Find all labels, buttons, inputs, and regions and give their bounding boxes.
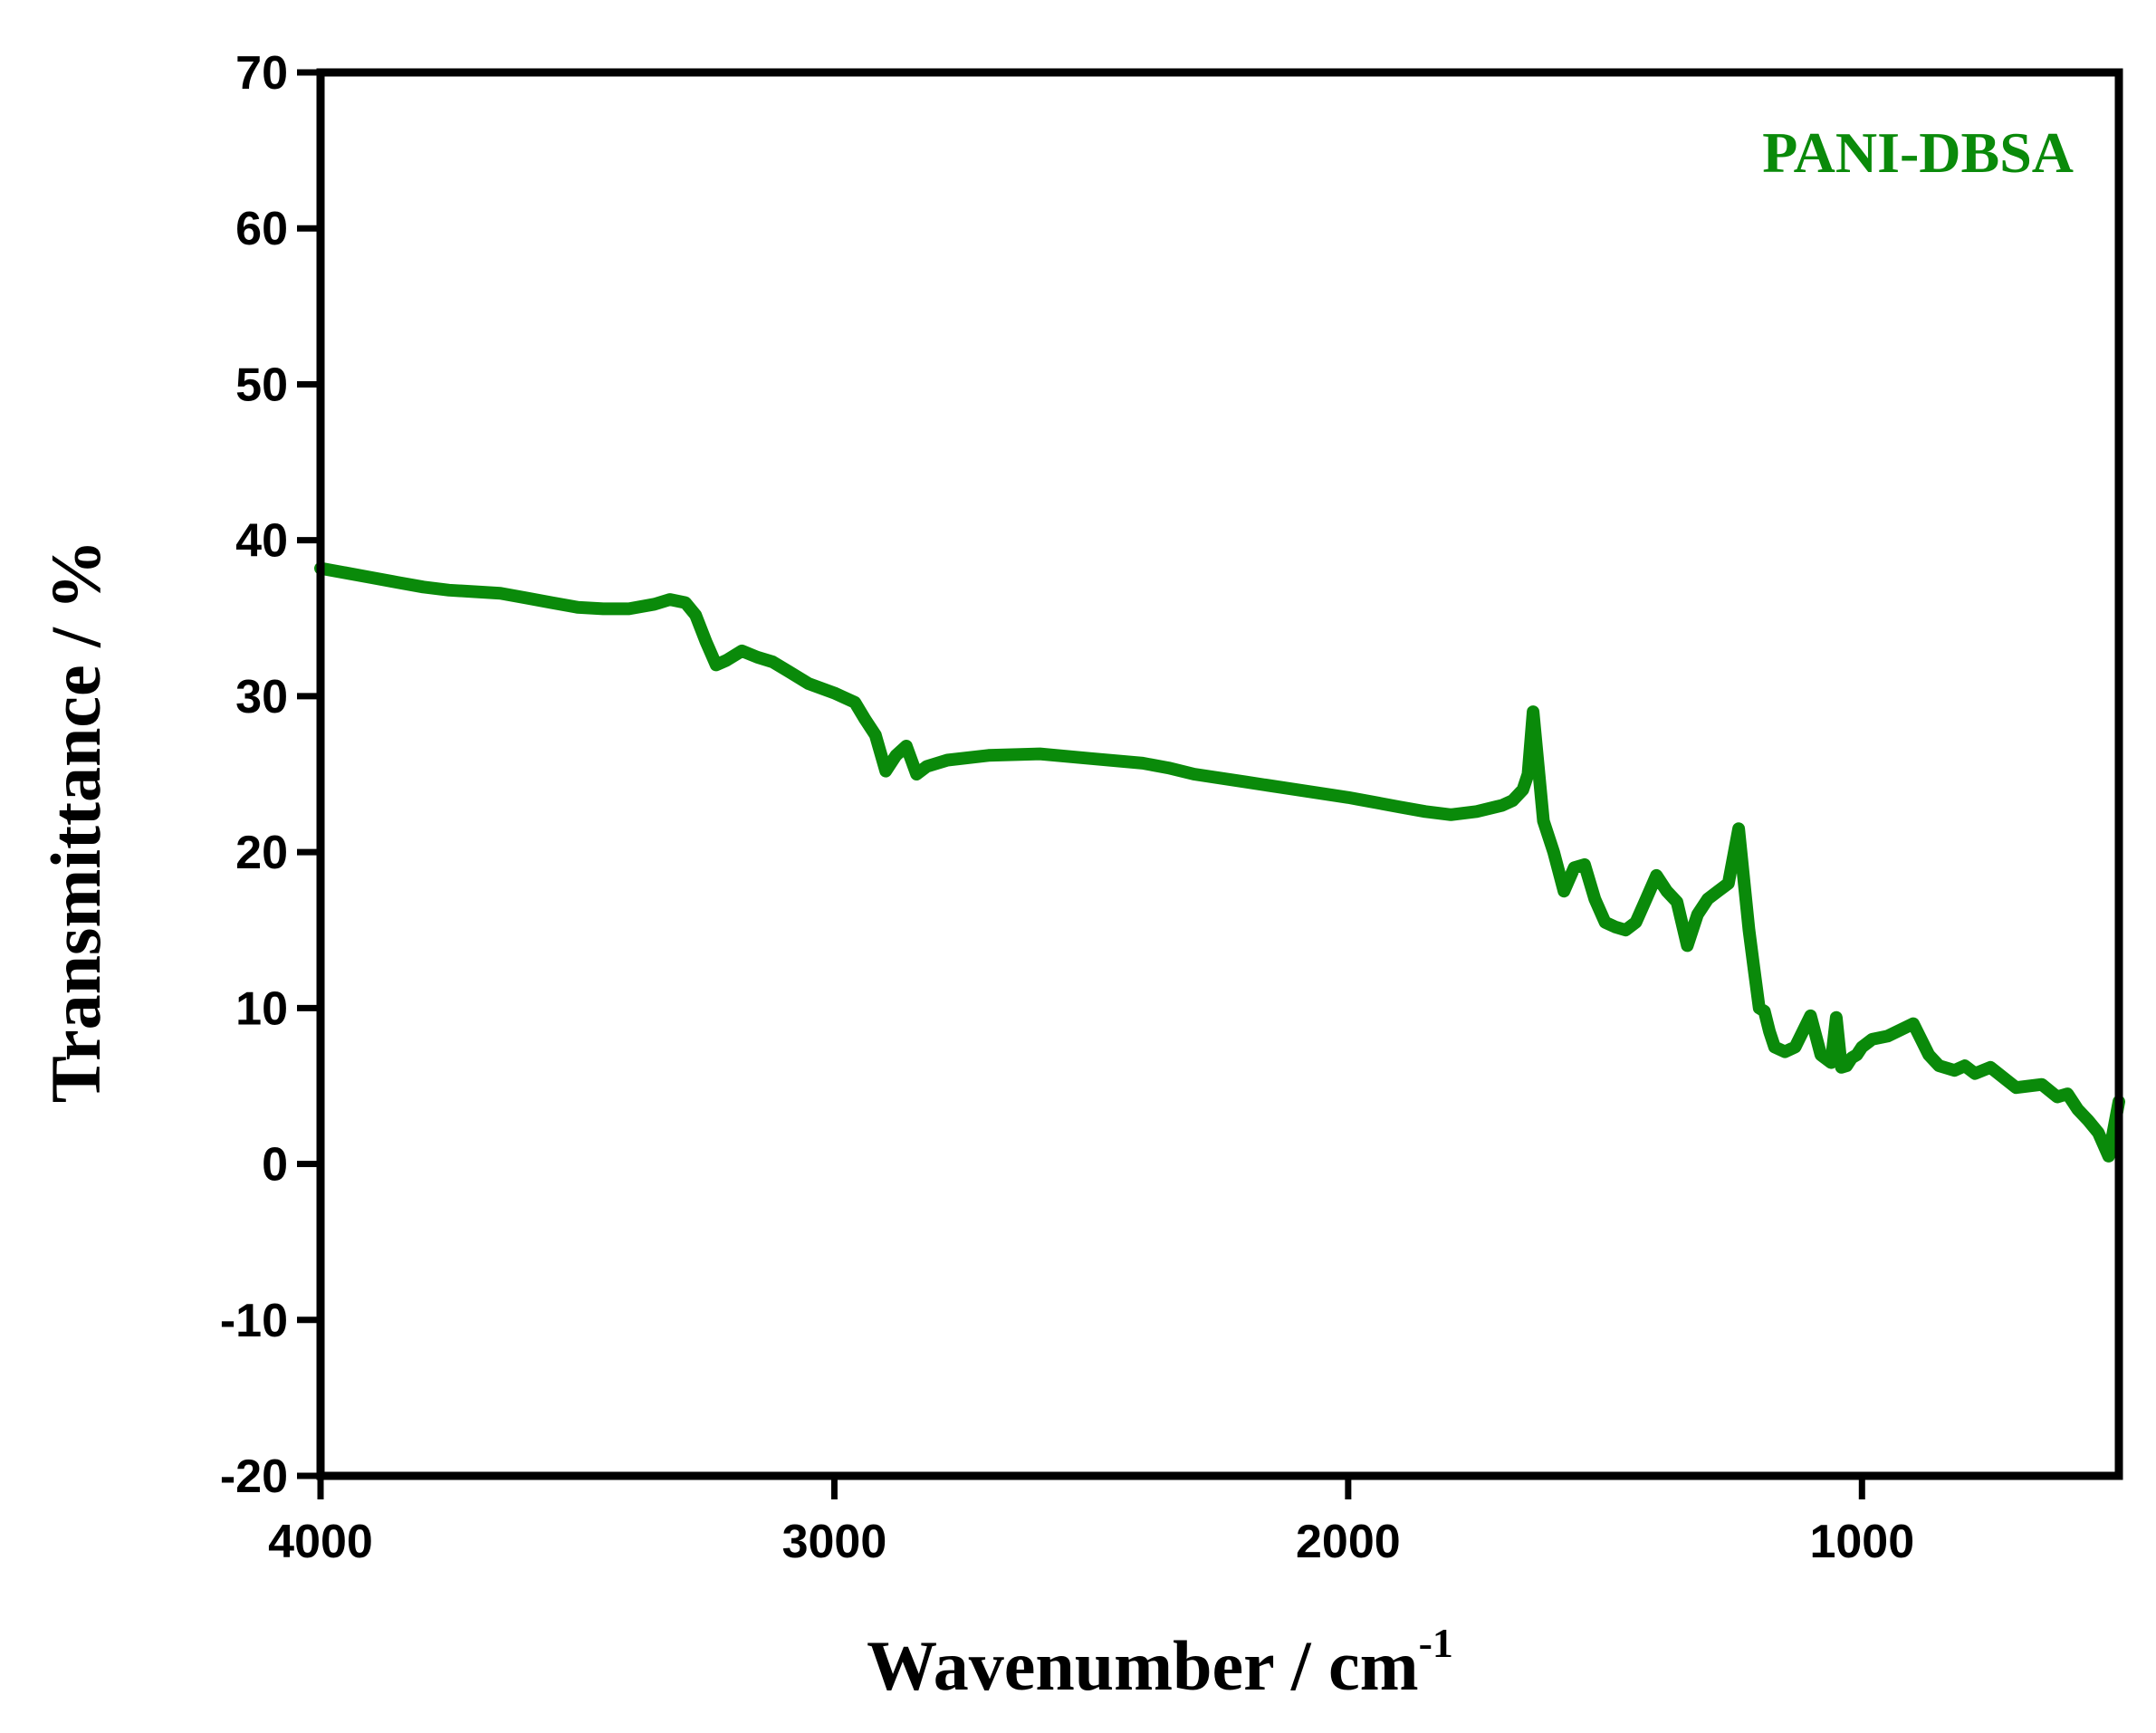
y-tick-label: 20 <box>235 827 288 879</box>
y-tick-label: 10 <box>235 982 288 1035</box>
plot-frame <box>316 68 2123 1480</box>
series-line-0 <box>314 561 2125 1163</box>
x-axis-title: Wavenumber / cm-1 <box>867 1620 1453 1705</box>
y-tick-label: -10 <box>220 1295 288 1347</box>
x-axis-title-superscript: -1 <box>1419 1620 1453 1666</box>
y-tick-label: 70 <box>235 47 288 100</box>
y-tick-label: -20 <box>220 1451 288 1503</box>
y-tick-label: 0 <box>262 1139 288 1192</box>
y-axis-title: Transmittance / % <box>36 540 115 1103</box>
x-axis-title-text: Wavenumber / cm <box>867 1626 1419 1705</box>
y-tick-label: 30 <box>235 671 288 723</box>
y-tick-label: 40 <box>235 515 288 568</box>
x-tick-label: 2000 <box>1296 1516 1401 1568</box>
x-tick-label: 1000 <box>1809 1516 1914 1568</box>
y-tick-label: 60 <box>235 203 288 255</box>
x-tick-label: 4000 <box>268 1516 373 1568</box>
x-tick-label: 3000 <box>782 1516 887 1568</box>
y-tick-label: 50 <box>235 359 288 411</box>
legend-series-label: PANI-DBSA <box>1762 120 2074 185</box>
